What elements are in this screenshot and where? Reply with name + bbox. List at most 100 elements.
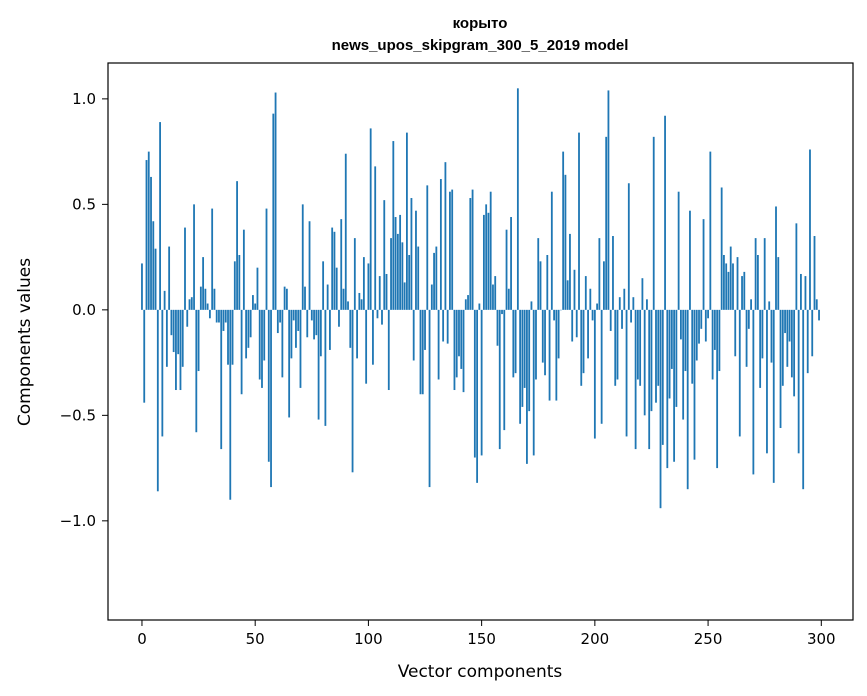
bar-103 [374, 166, 377, 310]
bar-7 [156, 309, 159, 492]
bar-26 [199, 286, 202, 310]
bar-176 [539, 261, 542, 310]
bar-11 [165, 309, 168, 367]
x-tick-label-100: 100 [354, 630, 383, 648]
bar-221 [641, 278, 644, 310]
bar-24 [195, 309, 198, 433]
bar-225 [650, 309, 653, 412]
y-tick-label-4: 1.0 [72, 90, 96, 108]
y-tick-label-2: 0.0 [72, 301, 96, 319]
bar-175 [537, 238, 540, 310]
bar-158 [498, 309, 501, 450]
bar-59 [274, 92, 277, 310]
bar-130 [435, 246, 438, 310]
bar-271 [754, 238, 757, 310]
bar-293 [804, 276, 807, 310]
bar-188 [566, 280, 569, 310]
bar-226 [652, 136, 655, 310]
x-tick-label-0: 0 [137, 630, 147, 648]
bar-192 [575, 309, 578, 338]
bar-36 [222, 309, 225, 331]
bar-72 [304, 286, 306, 310]
bar-6 [154, 248, 157, 310]
bar-74 [308, 221, 311, 310]
bar-252 [711, 309, 714, 380]
bar-50 [254, 303, 257, 310]
bar-14 [172, 309, 175, 353]
bar-218 [634, 309, 637, 450]
bar-165 [514, 309, 517, 374]
bar-219 [636, 309, 639, 380]
bar-101 [369, 128, 372, 310]
x-tick-label-250: 250 [694, 630, 723, 648]
bar-66 [290, 309, 293, 359]
bar-75 [310, 309, 313, 321]
bar-80 [322, 261, 325, 310]
bar-235 [673, 309, 676, 462]
bar-277 [768, 301, 771, 310]
bar-178 [544, 309, 546, 376]
bar-21 [188, 299, 191, 310]
bar-64 [285, 288, 288, 310]
bar-186 [562, 151, 565, 310]
bar-179 [546, 255, 549, 310]
bar-47 [247, 309, 250, 348]
bar-48 [249, 309, 252, 338]
bar-88 [340, 219, 343, 310]
bar-31 [211, 208, 214, 310]
bar-117 [406, 132, 408, 310]
bar-122 [417, 246, 420, 310]
chart-subtitle: news_upos_skipgram_300_5_2019 model [332, 37, 629, 54]
bar-234 [670, 309, 673, 369]
bar-108 [385, 273, 388, 310]
bar-265 [741, 276, 743, 310]
bar-12 [168, 246, 171, 310]
bar-111 [392, 141, 395, 310]
bar-155 [492, 284, 494, 310]
bar-13 [170, 309, 173, 336]
bar-37 [224, 309, 227, 323]
bar-8 [159, 122, 161, 310]
bar-97 [360, 299, 363, 310]
bar-215 [627, 183, 630, 310]
bar-259 [727, 271, 730, 310]
bar-149 [478, 303, 481, 310]
bar-90 [344, 153, 347, 310]
bar-9 [161, 309, 164, 437]
bar-112 [394, 217, 397, 310]
bar-131 [437, 309, 440, 380]
bar-191 [573, 269, 576, 310]
bar-136 [449, 191, 451, 310]
bar-69 [297, 309, 300, 331]
bar-116 [403, 282, 406, 310]
x-tick-label-50: 50 [246, 630, 265, 648]
bar-267 [745, 309, 748, 367]
bar-67 [292, 309, 295, 321]
bar-127 [428, 309, 431, 488]
bar-210 [616, 309, 619, 380]
bar-230 [661, 309, 664, 445]
bar-65 [288, 309, 291, 418]
bar-54 [263, 309, 266, 361]
bar-150 [480, 309, 483, 456]
bar-285 [786, 309, 789, 367]
bar-239 [682, 309, 685, 420]
bar-5 [152, 221, 155, 310]
bar-196 [584, 276, 587, 310]
bar-109 [387, 309, 390, 391]
bar-297 [813, 236, 816, 310]
x-tick-label-300: 300 [807, 630, 836, 648]
bar-281 [777, 257, 780, 310]
bar-193 [578, 132, 580, 310]
bar-173 [532, 309, 535, 456]
bar-55 [265, 208, 268, 310]
bar-211 [618, 297, 621, 310]
bar-128 [430, 284, 433, 310]
bar-166 [516, 88, 519, 310]
bar-269 [750, 299, 752, 310]
bar-73 [306, 309, 309, 338]
bar-62 [281, 309, 284, 378]
bar-121 [415, 210, 417, 310]
